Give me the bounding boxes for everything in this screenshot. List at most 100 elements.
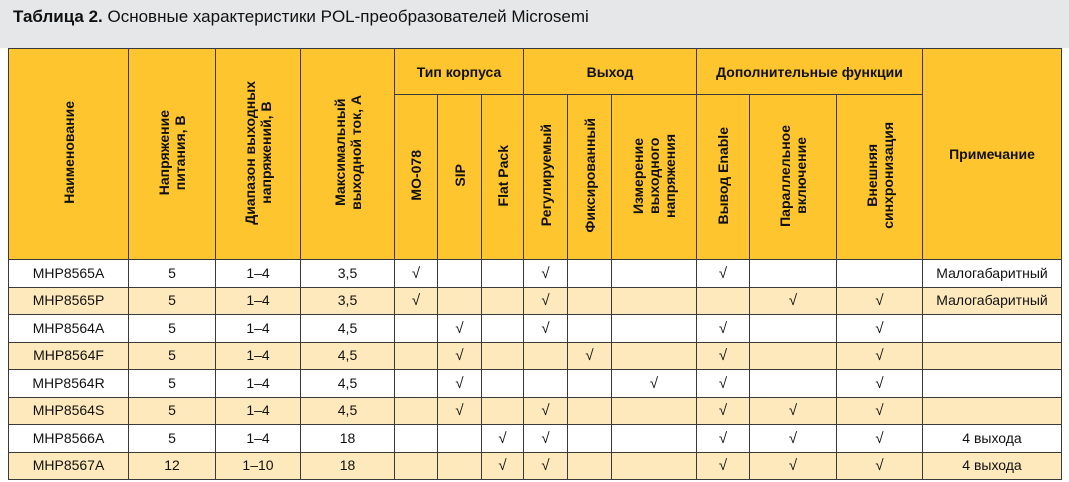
cell-note [922,314,1062,343]
cell-parallel [749,341,837,370]
header-name: Наименование [8,48,129,260]
table-row: MHP8564S 5 1–4 4,5 √ √ √ √ √ [8,396,1062,425]
cell-fixed [567,424,612,453]
cell-enable: √ [696,341,750,370]
cell-sense [611,314,697,343]
cell-sense [611,259,697,288]
cell-sip: √ [437,341,482,370]
cell-sync: √ [836,369,923,398]
cell-fixed [567,314,612,343]
cell-sense [611,451,697,480]
cell-regulated: √ [523,396,568,425]
cell-sync: √ [836,396,923,425]
cell-enable: √ [696,424,750,453]
cell-enable: √ [696,396,750,425]
table-title-text: Основные характеристики POL-преобразоват… [102,7,589,26]
cell-enable: √ [696,369,750,398]
cell-name: MHP8564R [8,369,129,398]
cell-sip [437,259,482,288]
cell-voltage: 5 [128,396,216,425]
cell-sync: √ [836,424,923,453]
cell-sync: √ [836,451,923,480]
cell-sip: √ [437,314,482,343]
cell-voltage: 5 [128,314,216,343]
cell-note: 4 выхода [922,424,1062,453]
cell-range: 1–4 [215,369,301,398]
cell-voltage: 5 [128,369,216,398]
cell-voltage: 5 [128,286,216,315]
cell-flatpack: √ [481,451,524,480]
cell-regulated: √ [523,259,568,288]
cell-mo078 [394,424,438,453]
cell-current: 18 [300,424,395,453]
cell-sip [437,424,482,453]
cell-parallel: √ [749,396,837,425]
cell-regulated: √ [523,451,568,480]
cell-flatpack: √ [481,424,524,453]
table-header: Наименование Напряжение питания, В Диапа… [8,48,1062,260]
cell-current: 4,5 [300,369,395,398]
cell-note [922,396,1062,425]
title-bar: Таблица 2. Основные характеристики POL-п… [0,0,1069,48]
cell-mo078: √ [394,286,438,315]
cell-fixed: √ [567,341,612,370]
cell-name: MHP8564A [8,314,129,343]
header-parallel: Параллельное включение [749,94,837,260]
cell-enable: √ [696,451,750,480]
header-regulated: Регулируемый [523,94,568,260]
cell-range: 1–4 [215,259,301,288]
cell-regulated: √ [523,314,568,343]
cell-voltage: 5 [128,341,216,370]
cell-flatpack [481,396,524,425]
cell-note [922,369,1062,398]
cell-mo078 [394,396,438,425]
characteristics-table: Наименование Напряжение питания, В Диапа… [8,48,1062,480]
table-row: MHP8564R 5 1–4 4,5 √ √ √ √ [8,369,1062,398]
cell-sense [611,286,697,315]
cell-range: 1–4 [215,424,301,453]
cell-mo078 [394,314,438,343]
header-group-extra: Дополнительные функции [696,48,923,95]
cell-voltage: 12 [128,451,216,480]
table-row: MHP8564A 5 1–4 4,5 √ √ √ √ [8,314,1062,343]
cell-fixed [567,369,612,398]
cell-name: MHP8567A [8,451,129,480]
cell-current: 3,5 [300,286,395,315]
cell-sync [836,259,923,288]
cell-current: 3,5 [300,259,395,288]
cell-sip [437,286,482,315]
cell-note: 4 выхода [922,451,1062,480]
cell-parallel [749,369,837,398]
cell-sip: √ [437,369,482,398]
cell-range: 1–4 [215,341,301,370]
header-mo078: МО-078 [394,94,438,260]
cell-voltage: 5 [128,259,216,288]
cell-sense: √ [611,369,697,398]
cell-name: MHP8564F [8,341,129,370]
cell-parallel: √ [749,451,837,480]
cell-sense [611,396,697,425]
cell-sip: √ [437,396,482,425]
header-sip: SIP [437,94,482,260]
table-title-number: Таблица 2. [13,7,103,26]
cell-regulated [523,369,568,398]
cell-sip [437,451,482,480]
cell-name: MHP8565A [8,259,129,288]
table-row: MHP8565P 5 1–4 3,5 √ √ √ √ Малогабаритный [8,286,1062,315]
cell-fixed [567,259,612,288]
table-row: MHP8564F 5 1–4 4,5 √ √ √ √ [8,341,1062,370]
cell-parallel [749,259,837,288]
cell-enable: √ [696,259,750,288]
cell-mo078 [394,451,438,480]
cell-regulated [523,341,568,370]
cell-sense [611,341,697,370]
cell-range: 1–4 [215,286,301,315]
header-current: Максимальный выходной ток, А [300,48,395,260]
cell-current: 18 [300,451,395,480]
cell-fixed [567,286,612,315]
cell-sync: √ [836,341,923,370]
header-range: Диапазон выходных напряжений, В [215,48,301,260]
cell-regulated: √ [523,286,568,315]
table-row: MHP8565A 5 1–4 3,5 √ √ √ Малогабаритный [8,259,1062,288]
cell-name: MHP8566A [8,424,129,453]
